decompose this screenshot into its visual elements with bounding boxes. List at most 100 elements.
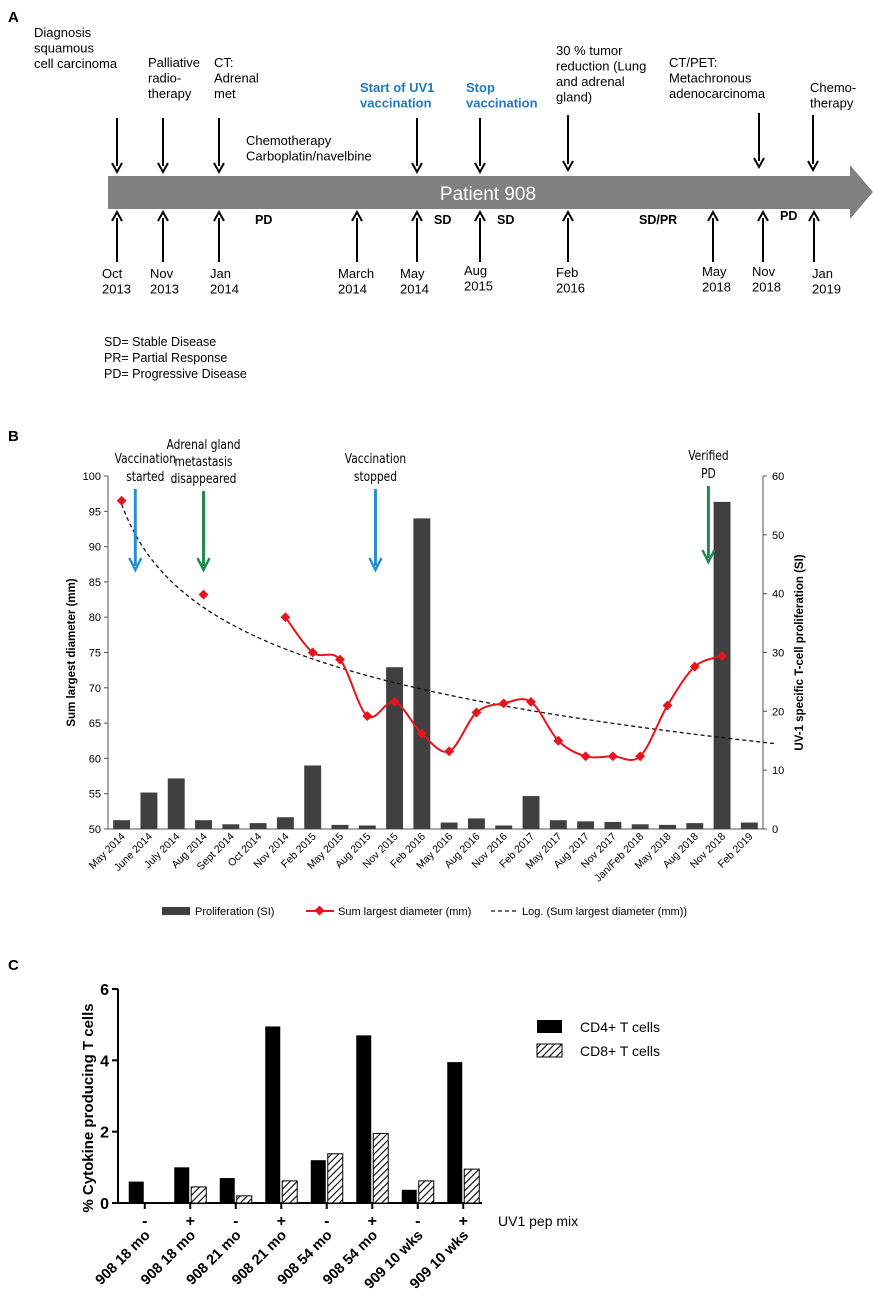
timeline-event-label: Start of UV1 vaccination: [360, 80, 434, 111]
timeline-arrowhead: [850, 165, 873, 219]
cd4-bar: [401, 1189, 417, 1203]
sum-diameter-point: [580, 751, 591, 762]
sum-diameter-point: [498, 698, 509, 709]
timeline-statuses: PD SD SD SD/PR PD: [255, 209, 797, 227]
panel-b-ylabel-right: UV-1 specific T-cell proliferation (SI): [794, 554, 806, 750]
right-tick-label: 10: [772, 765, 784, 777]
cd8-bar: [236, 1195, 253, 1204]
left-tick-label: 80: [89, 612, 101, 624]
sum-diameter-point: [717, 651, 728, 661]
y-tick-label: 6: [100, 982, 109, 999]
proliferation-bar: [276, 817, 294, 829]
timeline-date-label: May 2014: [400, 266, 429, 297]
panel-b: B 50 55 60 65 70 75 80 85 90 95 100 0 10 20 30 40 50 60 M…: [8, 428, 806, 918]
timeline-event: Diagnosis squamous cell carcinoma: [34, 25, 123, 175]
pep-mix-sign: +: [459, 1213, 468, 1230]
annotation-text: stopped: [354, 469, 397, 484]
timeline-date-arrow-head: [808, 209, 820, 222]
sum-diameter-point: [607, 751, 618, 762]
pep-mix-sign: -: [415, 1213, 420, 1230]
sum-diameter-point: [444, 746, 455, 757]
timeline-event-label: CT/PET: Metachronous adenocarcinoma: [669, 55, 766, 101]
left-tick-label: 65: [89, 718, 101, 730]
legend-diameter-label: Sum largest diameter (mm): [338, 906, 471, 918]
proliferation-bar: [495, 825, 513, 829]
timeline-event: Chemo-therapy: [807, 80, 856, 173]
sum-diameter-point: [280, 612, 291, 623]
timeline-date: March 2014: [338, 209, 374, 297]
timeline-date-arrow-head: [351, 209, 363, 222]
timeline-date-label: Jan 2019: [812, 266, 841, 297]
timeline-event-label: Palliative radio-therapy: [148, 55, 200, 101]
proliferation-bar: [167, 778, 185, 829]
timeline-event-label: Chemotherapy Carboplatin/navelbine: [246, 133, 372, 164]
timeline-top-events: Diagnosis squamous cell carcinoma Palliativ…: [34, 25, 856, 175]
legend-sd: SD= Stable Disease: [104, 335, 216, 349]
legend-pd: PD= Progressive Disease: [104, 367, 247, 381]
timeline-dates: Oct 2013 Nov 2013 Jan 2014 March 2014 May 2014 Aug…: [102, 209, 841, 297]
chart-annotation: Vaccination started: [115, 451, 176, 573]
timeline-date-arrow-head: [757, 209, 769, 222]
y-tick-label: 2: [100, 1125, 109, 1142]
proliferation-bar: [549, 820, 567, 829]
timeline-event: CT/PET: Metachronous adenocarcinoma: [669, 55, 766, 170]
y-tick-label: 4: [100, 1053, 109, 1070]
panel-b-axes: 50 55 60 65 70 75 80 85 90 95 100 0 10 20 30 40 50 60: [83, 471, 785, 836]
timeline-date-label: March 2014: [338, 266, 374, 297]
right-tick-label: 50: [772, 530, 784, 542]
left-tick-label: 55: [89, 789, 101, 801]
timeline-date: Jan 2014: [210, 209, 239, 297]
proliferation-bar: [740, 822, 758, 829]
timeline-event: Start of UV1 vaccination: [360, 80, 434, 175]
cd4-bar: [219, 1178, 235, 1203]
timeline-event-arrow-head: [474, 162, 486, 175]
cd4-bar: [310, 1160, 326, 1203]
pep-mix-label: UV1 pep mix: [498, 1213, 578, 1229]
timeline-date-label: Jan 2014: [210, 266, 239, 297]
cd8-bar: [190, 1186, 207, 1204]
timeline-event-label: 30 % tumor reduction (Lung and adrenal glan…: [556, 43, 646, 105]
proliferation-bars: [113, 501, 758, 829]
panel-b-annotations: Vaccination started Adrenal gland metastasi…: [115, 437, 729, 573]
disease-status: PD: [255, 213, 272, 227]
timeline-event-label: Diagnosis squamous cell carcinoma: [34, 25, 118, 71]
right-tick-label: 20: [772, 706, 784, 718]
sum-diameter-point: [416, 728, 427, 739]
proliferation-bar: [304, 765, 322, 829]
sum-diameter-point: [389, 696, 400, 707]
disease-status: SD: [497, 213, 514, 227]
pep-mix-sign: -: [142, 1213, 147, 1230]
timeline-date-label: Oct 2013: [102, 266, 131, 297]
timeline-event: CT: Adrenal met: [213, 55, 259, 175]
legend-cd8-swatch: [536, 1043, 563, 1058]
panel-c-legend: CD4+ T cells CD8+ T cells: [536, 1019, 660, 1059]
timeline-date: Aug 2015: [464, 209, 493, 294]
proliferation-bar: [140, 792, 158, 829]
pep-mix-signs: - + - + - + - +: [142, 1213, 468, 1230]
timeline-event-label: Chemo-therapy: [810, 80, 856, 111]
left-tick-label: 70: [89, 683, 101, 695]
cd8-bar: [418, 1180, 435, 1204]
right-tick-label: 60: [772, 471, 784, 483]
left-tick-label: 85: [89, 577, 101, 589]
pep-mix-sign: -: [324, 1213, 329, 1230]
timeline-event-arrow-head: [111, 162, 123, 175]
timeline-date-arrow-head: [562, 209, 574, 222]
left-tick-label: 60: [89, 753, 101, 765]
timeline-date-arrow-head: [707, 209, 719, 222]
timeline-date: May 2014: [400, 209, 429, 297]
sum-diameter-point: [689, 661, 700, 672]
proliferation-bar: [713, 501, 731, 829]
timeline-date: Feb 2016: [556, 209, 585, 296]
proliferation-bar: [522, 796, 540, 829]
left-tick-label: 100: [83, 471, 101, 483]
cd4-bar: [447, 1062, 463, 1203]
timeline-event-label: CT: Adrenal met: [214, 55, 259, 101]
cd8-bar: [281, 1180, 298, 1204]
cd4-bar: [356, 1035, 372, 1203]
sum-diameter-point: [307, 647, 318, 658]
panel-b-label: B: [8, 428, 19, 445]
sum-diameter-points: [116, 495, 728, 762]
